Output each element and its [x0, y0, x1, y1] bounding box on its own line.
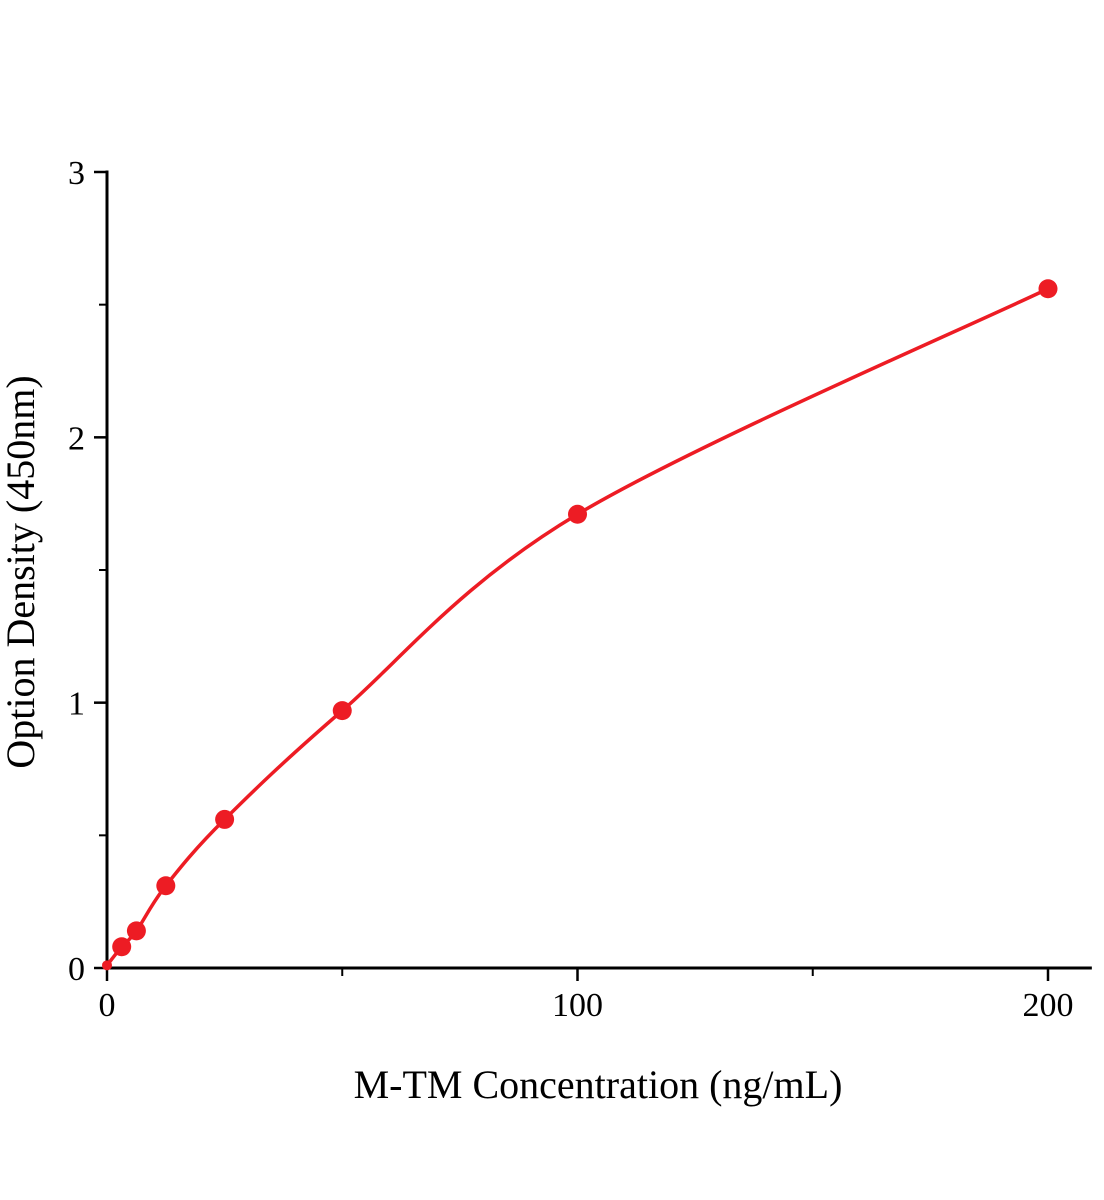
y-tick-label: 1 [68, 686, 85, 723]
series-layer [102, 279, 1058, 971]
data-point [568, 504, 587, 524]
data-point [1038, 279, 1058, 299]
x-axis-title: M-TM Concentration (ng/mL) [354, 1062, 843, 1107]
y-tick-label: 3 [68, 155, 85, 192]
data-point [102, 960, 112, 971]
x-tick-label: 200 [1023, 987, 1074, 1024]
data-point [112, 937, 132, 957]
data-point [332, 701, 352, 721]
y-tick-label: 0 [68, 951, 85, 988]
data-point [126, 921, 146, 941]
data-point [156, 876, 176, 896]
x-tick-label: 100 [552, 987, 603, 1024]
axes-layer: 0 100 200 0 1 2 3 [68, 155, 1092, 1024]
x-tick-label: 0 [99, 987, 116, 1024]
data-point [215, 809, 235, 829]
y-axis-title: Option Density (450nm) [0, 375, 43, 768]
standard-curve-line [105, 286, 1050, 968]
y-tick-label: 2 [68, 420, 85, 457]
